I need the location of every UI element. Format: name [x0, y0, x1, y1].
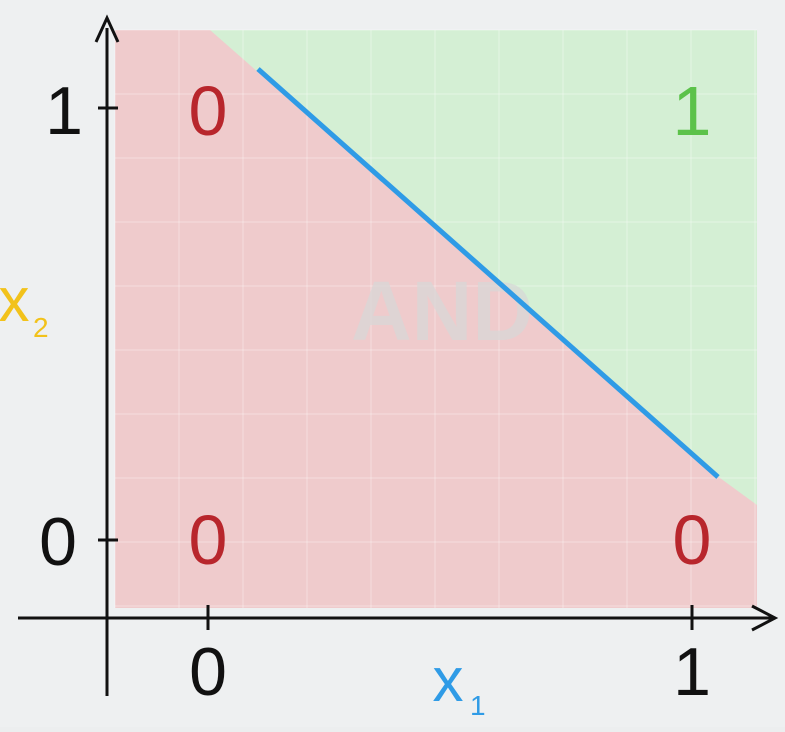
y-axis-arrow [94, 14, 120, 43]
and-watermark: AND [351, 264, 533, 358]
x-axis-variable: x [433, 646, 464, 715]
axes [18, 14, 779, 696]
output-label-x1-0-x2-0: 0 [189, 501, 228, 579]
y-axis-label: x 2 [0, 266, 49, 343]
x-tick-label-one: 1 [673, 634, 711, 710]
x-axis-arrow [751, 604, 779, 632]
output-label-x1-1-x2-1: 1 [673, 72, 712, 150]
decision-boundary-line [256, 67, 720, 479]
x-axis-label: x 1 [433, 646, 486, 721]
background-grid [114, 29, 757, 608]
y-axis-subscript: 2 [33, 312, 49, 343]
y-tick-label-zero: 0 [39, 504, 77, 580]
y-tick-label-one: 1 [45, 73, 83, 149]
output-label-x1-1-x2-0: 0 [673, 501, 712, 579]
output-label-x1-0-x2-1: 0 [189, 72, 228, 150]
output-zero-region [115, 30, 757, 608]
y-axis-variable: x [0, 266, 30, 335]
x-axis-subscript: 1 [470, 690, 486, 721]
x-tick-label-zero: 0 [189, 634, 227, 710]
